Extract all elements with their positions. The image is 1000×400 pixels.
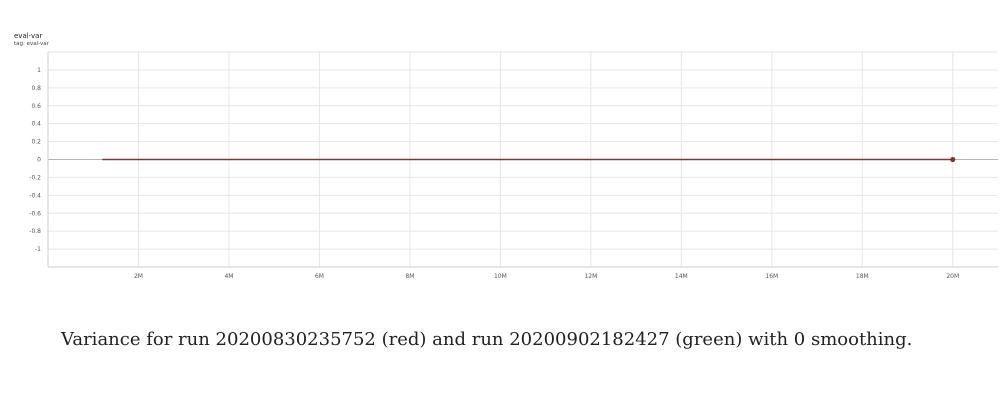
- series-end-point: [950, 156, 956, 163]
- line-chart: 1 0.8 0.6 0.4 0.2 0 -0.2 -0.4 -0.6 -0.8 -1 2M 4M 6M 8M…: [29, 51, 998, 280]
- chart-title: eval-var: [14, 32, 43, 40]
- x-tick-label: 12M: [584, 273, 597, 280]
- y-tick-label: 1: [37, 67, 41, 74]
- y-tick-label: -0.6: [29, 210, 41, 217]
- x-tick-label: 8M: [405, 273, 414, 280]
- y-tick-label: 0: [37, 157, 41, 164]
- y-tick-label: 0.4: [31, 121, 41, 128]
- axis-layer: [47, 52, 998, 268]
- x-tick-label: 6M: [315, 273, 324, 280]
- x-tick-label: 18M: [856, 273, 869, 280]
- chart-tag: tag: eval-var: [14, 41, 49, 47]
- x-tick-label: 20M: [946, 273, 959, 280]
- x-tick-label: 16M: [765, 273, 778, 280]
- y-tick-label: 0.6: [31, 103, 41, 110]
- grid-layer: [48, 51, 998, 267]
- x-tick-label: 10M: [494, 273, 507, 280]
- y-tick-label: 0.8: [31, 85, 41, 92]
- y-tick-label: -0.2: [29, 174, 41, 181]
- x-tick-label: 4M: [224, 273, 233, 280]
- series-layer: [102, 156, 956, 163]
- x-tick-label: 14M: [675, 273, 688, 280]
- y-tick-label: -0.4: [29, 192, 41, 199]
- figure-caption: Variance for run 20200830235752 (red) an…: [61, 329, 913, 350]
- y-tick-label: -1: [35, 246, 41, 253]
- x-tick-label: 2M: [134, 273, 143, 280]
- y-tick-label: 0.2: [31, 139, 41, 146]
- tick-label-layer: 1 0.8 0.6 0.4 0.2 0 -0.2 -0.4 -0.6 -0.8 -1 2M 4M 6M 8M…: [29, 67, 959, 280]
- y-tick-label: -0.8: [29, 228, 41, 235]
